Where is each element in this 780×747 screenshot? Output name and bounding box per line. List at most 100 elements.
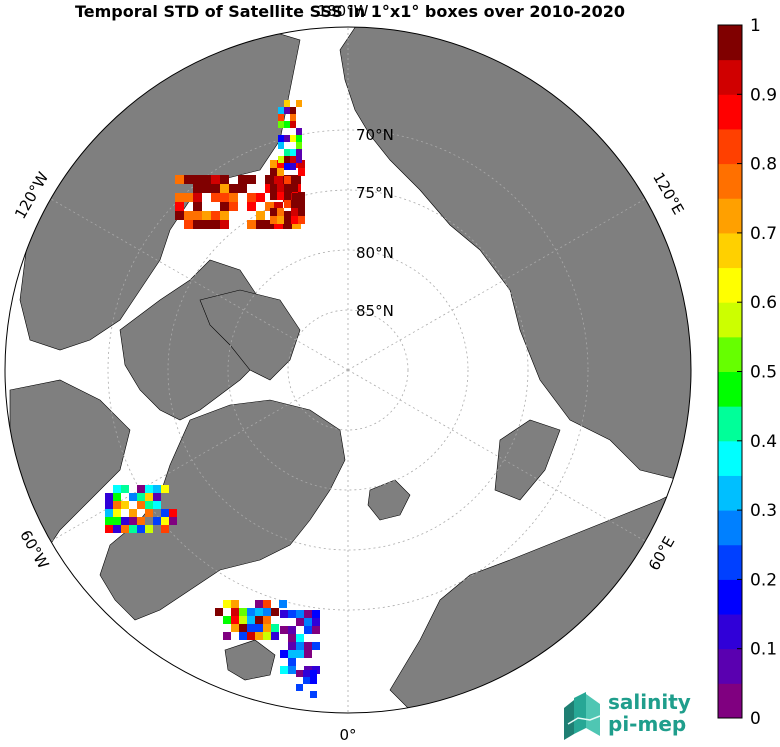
std-cell <box>304 618 312 626</box>
std-cell <box>239 624 247 632</box>
std-cell <box>211 184 220 193</box>
std-cell <box>278 156 284 163</box>
std-cell <box>292 220 301 229</box>
std-cell <box>284 121 290 128</box>
lon-label-180: 180°W <box>318 2 369 20</box>
std-cell <box>175 202 184 211</box>
std-cell <box>238 175 247 184</box>
std-cell <box>184 211 193 220</box>
std-cell <box>255 616 263 624</box>
std-cell <box>296 100 302 107</box>
std-cell <box>223 616 231 624</box>
std-cell <box>290 163 296 170</box>
std-cell <box>247 632 255 640</box>
longitude-grid <box>50 27 646 713</box>
std-cell <box>113 493 121 501</box>
land-novaya-zemlya <box>494 419 561 501</box>
std-cell <box>288 658 296 666</box>
std-cell <box>284 100 290 107</box>
std-cell <box>310 691 317 698</box>
std-cell <box>274 220 283 229</box>
std-cell <box>113 525 121 533</box>
std-cell <box>270 160 277 168</box>
std-cell <box>161 485 169 493</box>
std-cell <box>193 202 202 211</box>
std-cell <box>263 632 271 640</box>
std-cell <box>247 608 255 616</box>
lat-circle-85 <box>287 309 409 431</box>
colorbar-tick-label: 0.8 <box>750 155 777 175</box>
std-cell <box>202 184 211 193</box>
colorbar-segment <box>718 336 742 372</box>
colorbar-tick-label: 0.4 <box>750 432 777 452</box>
std-cell <box>296 670 303 677</box>
colorbar-tick-label: 0.5 <box>750 363 777 383</box>
colorbar-tick-label: 0.1 <box>750 640 777 660</box>
std-cell <box>215 608 223 616</box>
std-cell <box>256 193 265 202</box>
map-title: Temporal STD of Satellite SSS in 1°x1° b… <box>74 2 626 21</box>
std-cell <box>211 220 220 229</box>
std-cell <box>284 107 290 114</box>
std-cell <box>220 220 229 229</box>
std-cell <box>263 624 271 632</box>
std-cell <box>278 121 284 128</box>
colorbar-tick-label: 0.6 <box>750 293 777 313</box>
std-cell <box>211 211 220 220</box>
std-cell <box>304 626 312 634</box>
std-cell <box>113 509 121 517</box>
colorbar-segment <box>718 163 742 199</box>
colorbar-segment <box>718 371 742 407</box>
std-cell <box>145 525 153 533</box>
colorbar-segment <box>718 544 742 580</box>
colorbar-tick-label: 0 <box>750 709 761 729</box>
std-cell <box>277 208 284 216</box>
land-svalbard <box>367 479 411 521</box>
std-cell <box>223 600 231 608</box>
std-cell <box>284 163 290 170</box>
std-cell <box>280 650 288 658</box>
std-cell <box>121 517 129 525</box>
colorbar-segment <box>718 648 742 684</box>
std-cell <box>105 517 113 525</box>
std-cell <box>247 193 256 202</box>
std-cell <box>290 121 296 128</box>
colorbar-segment <box>718 25 742 61</box>
std-cell <box>271 624 279 632</box>
std-cell <box>291 200 298 208</box>
std-cell <box>265 220 274 229</box>
colorbar-tick-label: 0.9 <box>750 85 777 105</box>
std-cell <box>296 142 302 149</box>
std-cell <box>223 632 231 640</box>
colorbar-segment <box>718 683 742 719</box>
std-cell <box>220 175 229 184</box>
std-cell <box>145 509 153 517</box>
std-cell <box>256 220 265 229</box>
std-cell <box>169 517 177 525</box>
std-cell <box>113 517 121 525</box>
std-cell <box>304 650 312 658</box>
std-cell <box>161 517 169 525</box>
std-cell <box>238 184 247 193</box>
std-cell <box>145 485 153 493</box>
std-cell <box>239 616 247 624</box>
std-cell <box>175 211 184 220</box>
std-cell <box>193 175 202 184</box>
std-cell <box>211 175 220 184</box>
std-cell <box>284 156 290 163</box>
std-cell <box>161 525 169 533</box>
std-cell <box>291 184 298 192</box>
colorbar-tick-label: 1 <box>750 16 761 36</box>
std-cell <box>312 610 320 618</box>
std-cell <box>270 168 277 176</box>
std-cell <box>231 624 239 632</box>
std-cell <box>220 211 229 220</box>
std-cell <box>202 175 211 184</box>
std-cell <box>298 160 305 168</box>
std-cell <box>277 184 284 192</box>
std-cell <box>129 493 137 501</box>
colorbar-segment <box>718 128 742 165</box>
std-cell <box>296 156 302 163</box>
colorbar-segment <box>718 510 742 546</box>
std-cell <box>137 485 145 493</box>
